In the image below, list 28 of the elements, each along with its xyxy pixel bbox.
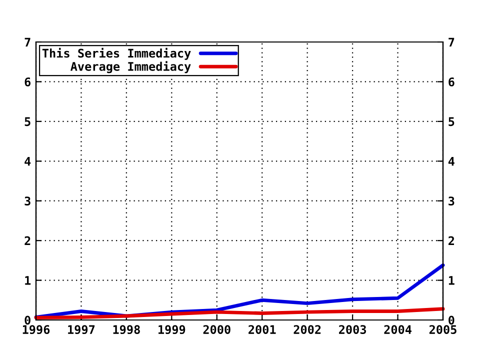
x-tick-label: 1997 bbox=[68, 325, 95, 334]
x-tick-label: 1998 bbox=[113, 325, 140, 334]
x-tick-label: 2004 bbox=[384, 325, 412, 334]
legend-label: This Series Immediacy bbox=[42, 48, 191, 60]
y2-tick-label: 7 bbox=[448, 38, 454, 46]
y-tick-label: 5 bbox=[24, 117, 30, 126]
y-tick-label: 4 bbox=[24, 157, 31, 166]
y2-tick-label: 6 bbox=[448, 77, 454, 86]
y2-tick-label: 3 bbox=[448, 196, 454, 206]
y-tick-label: 7 bbox=[24, 38, 30, 46]
y-tick-label: 0 bbox=[24, 316, 30, 325]
y-tick-label: 6 bbox=[24, 77, 30, 86]
y2-tick-label: 1 bbox=[448, 276, 454, 285]
x-tick-label: 2003 bbox=[339, 325, 366, 334]
y-tick-label: 3 bbox=[24, 196, 30, 206]
x-tick-label: 2001 bbox=[248, 325, 276, 334]
y2-tick-label: 4 bbox=[448, 157, 454, 166]
y2-tick-label: 5 bbox=[448, 117, 454, 126]
y2-tick-label: 2 bbox=[448, 236, 454, 246]
x-tick-label: 2002 bbox=[294, 325, 321, 334]
y2-tick-label: 0 bbox=[448, 316, 454, 325]
x-tick-label: 2005 bbox=[429, 325, 456, 334]
y-tick-label: 2 bbox=[24, 236, 30, 246]
x-tick-label: 2000 bbox=[203, 325, 230, 334]
x-tick-label: 1999 bbox=[158, 325, 186, 334]
y-tick-label: 1 bbox=[25, 276, 31, 285]
x-tick-label: 1996 bbox=[22, 325, 50, 334]
legend-label: Average Immediacy bbox=[70, 61, 191, 74]
